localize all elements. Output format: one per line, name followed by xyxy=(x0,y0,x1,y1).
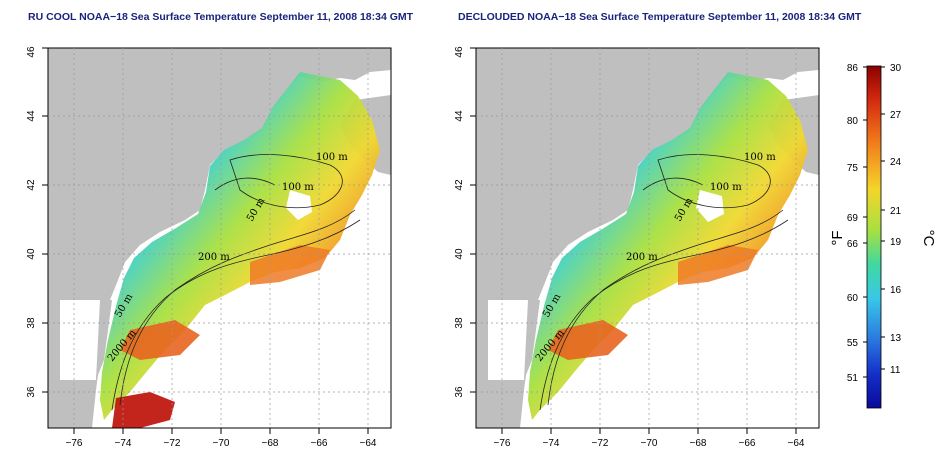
colorbar-fahrenheit-label: °F xyxy=(829,230,846,245)
colorbar-c-tick: 30 xyxy=(890,63,902,74)
colorbar-c-tick: 24 xyxy=(890,157,902,168)
lon-tick-left: −66 xyxy=(311,438,328,449)
colorbar-c-tick: 16 xyxy=(890,285,902,296)
contour-label-right-200m: 200 m xyxy=(626,252,658,263)
colorbar-f-tick: 55 xyxy=(847,338,859,349)
contour-label-left-200m: 200 m xyxy=(198,252,230,263)
contour-label-right-100m-a: 100 m xyxy=(744,152,776,163)
colorbar-f-tick: 80 xyxy=(847,116,859,127)
lon-tick-right: −76 xyxy=(494,438,511,449)
lat-tick-left: 42 xyxy=(26,179,37,191)
lon-tick-right: −68 xyxy=(690,438,707,449)
colorbar-f-tick: 60 xyxy=(847,293,859,304)
colorbar-scale xyxy=(866,65,882,409)
colorbar-f-tick: 86 xyxy=(847,63,859,74)
lat-tick-left: 36 xyxy=(26,386,37,398)
colorbar-f-tick: 69 xyxy=(847,213,859,224)
right-map: 100 m 100 m 50 m 200 m 50 m 2000 m −76 −… xyxy=(454,46,820,449)
land-right xyxy=(476,48,819,428)
left-map: 100 m 100 m 50 m 200 m 50 m 2000 m −76 −… xyxy=(26,46,392,449)
left-map-title: RU COOL NOAA−18 Sea Surface Temperature … xyxy=(28,11,414,23)
lat-tick-right: 44 xyxy=(454,110,465,122)
lon-tick-left: −76 xyxy=(66,438,83,449)
lon-tick-left: −64 xyxy=(360,438,377,449)
lon-tick-right: −70 xyxy=(641,438,658,449)
colorbar-c-tick: 19 xyxy=(890,237,902,248)
lon-tick-right: −72 xyxy=(592,438,609,449)
lat-tick-left: 44 xyxy=(26,110,37,122)
lon-tick-left: −72 xyxy=(164,438,181,449)
land-left xyxy=(48,48,391,428)
contour-label-right-100m-b: 100 m xyxy=(710,182,742,193)
contour-label-left-100m-b: 100 m xyxy=(282,182,314,193)
lat-tick-right: 40 xyxy=(454,248,465,260)
lat-tick-left: 46 xyxy=(26,46,37,58)
lon-tick-left: −74 xyxy=(115,438,132,449)
contour-label-left-100m-a: 100 m xyxy=(316,152,348,163)
lat-tick-right: 38 xyxy=(454,317,465,329)
colorbar: 86 80 75 69 66 60 55 51 30 27 24 21 19 1… xyxy=(829,63,937,409)
lon-tick-right: −64 xyxy=(788,438,805,449)
colorbar-celsius-label: °C xyxy=(920,230,937,247)
right-map-title: DECLOUDED NOAA−18 Sea Surface Temperatur… xyxy=(458,11,862,23)
colorbar-c-tick: 27 xyxy=(890,110,902,121)
colorbar-c-tick: 21 xyxy=(890,206,902,217)
lon-tick-right: −74 xyxy=(543,438,560,449)
lat-tick-left: 40 xyxy=(26,248,37,260)
colorbar-c-tick: 11 xyxy=(890,365,901,376)
lon-tick-right: −66 xyxy=(739,438,756,449)
colorbar-c-tick: 13 xyxy=(890,333,902,344)
lat-tick-right: 42 xyxy=(454,179,465,191)
colorbar-f-tick: 51 xyxy=(847,373,859,384)
colorbar-f-tick: 66 xyxy=(847,239,859,250)
lat-tick-right: 36 xyxy=(454,386,465,398)
lat-tick-right: 46 xyxy=(454,46,465,58)
lon-tick-left: −68 xyxy=(262,438,279,449)
colorbar-f-tick: 75 xyxy=(847,163,859,174)
lon-tick-left: −70 xyxy=(213,438,230,449)
lat-tick-left: 38 xyxy=(26,317,37,329)
